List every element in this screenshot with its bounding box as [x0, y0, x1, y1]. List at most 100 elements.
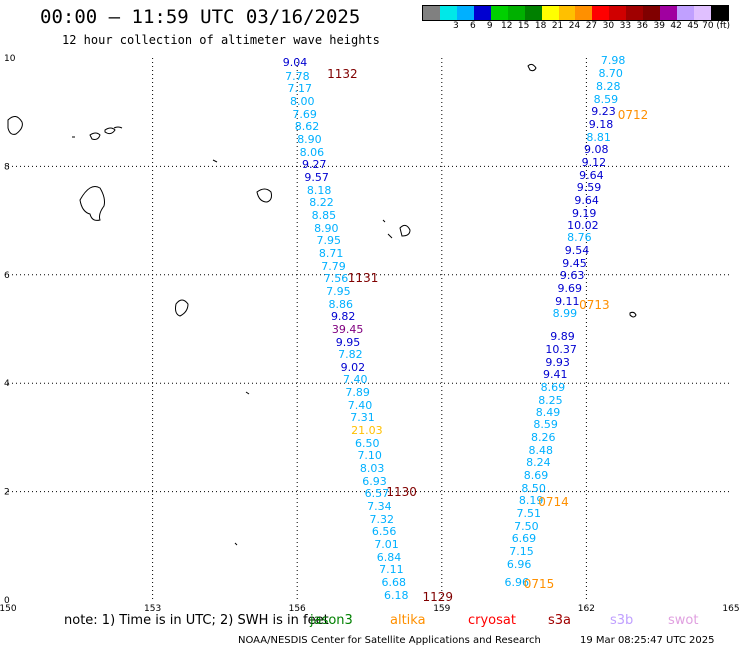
y-tick-label: 6 — [4, 271, 10, 281]
page-title: 00:00 – 11:59 UTC 03/16/2025 — [40, 6, 361, 28]
wave-height-value: 8.22 — [309, 196, 334, 210]
color-legend-label: 30 — [602, 21, 615, 31]
wave-height-value: 8.28 — [596, 79, 621, 93]
color-swatch — [456, 6, 474, 20]
wave-height-value: 9.18 — [588, 117, 614, 131]
wave-height-value: 8.86 — [328, 297, 354, 311]
island-shape — [399, 224, 411, 237]
wave-height-value: 9.11 — [555, 294, 580, 308]
color-legend-label: 15 — [517, 21, 530, 31]
footer-credit: NOAA/NESDIS Center for Satellite Applica… — [238, 635, 541, 646]
island-shape — [175, 299, 189, 317]
wave-height-value: 9.63 — [559, 269, 585, 283]
wave-height-value: 8.03 — [359, 461, 385, 475]
island-shape — [527, 63, 537, 72]
wave-height-value: 8.00 — [289, 95, 315, 109]
color-swatch — [541, 6, 559, 20]
wave-height-value: 7.69 — [292, 107, 317, 121]
wave-height-value: 9.64 — [579, 168, 604, 182]
color-swatch — [490, 6, 508, 20]
pass-time-label: 1129 — [422, 590, 454, 605]
color-swatch — [626, 6, 644, 20]
wave-height-value: 8.69 — [540, 380, 566, 394]
wave-height-value: 8.90 — [314, 221, 339, 235]
island-shape — [89, 132, 101, 140]
wave-height-value: 6.96 — [506, 557, 532, 571]
wave-height-value: 9.12 — [581, 155, 607, 169]
island-shape — [629, 311, 637, 318]
color-legend-bar — [422, 5, 729, 21]
wave-height-value: 9.93 — [545, 355, 570, 369]
color-legend-labels: 3 6 9 12 15 18 21 24 27 30 33 36 39 42 45 70 (ft) — [422, 21, 730, 33]
x-tick-label: 156 — [289, 604, 306, 614]
satellite-legend-item: swot — [668, 613, 699, 628]
wave-height-value: 7.17 — [287, 82, 313, 96]
y-tick-label: 0 — [4, 596, 10, 606]
color-legend-label: 18 — [534, 21, 547, 31]
wave-height-value: 10.02 — [567, 219, 599, 233]
wave-height-value: 6.84 — [376, 550, 402, 564]
color-legend-label: 45 — [687, 21, 699, 31]
wave-height-value: 8.85 — [311, 209, 337, 223]
wave-height-value: 8.70 — [598, 67, 623, 81]
color-legend-label: 9 — [486, 21, 493, 31]
wave-height-value: 8.62 — [294, 120, 320, 134]
y-tick-label: 10 — [4, 54, 16, 64]
wave-height-value: 8.06 — [299, 145, 325, 159]
x-tick-label: 153 — [144, 604, 161, 614]
color-swatch — [660, 6, 678, 20]
wave-height-value: 9.41 — [543, 368, 568, 382]
wave-height-value: 7.98 — [600, 53, 626, 67]
satellite-legend-item: cryosat — [468, 613, 516, 628]
wave-height-value: 9.08 — [583, 143, 609, 157]
color-legend-label: 12 — [500, 21, 513, 31]
wave-height-value: 39.45 — [331, 323, 364, 337]
wave-height-value: 9.02 — [340, 361, 366, 375]
y-tick-label: 2 — [4, 488, 10, 498]
wave-height-value: 9.04 — [282, 56, 308, 70]
wave-height-value: 6.56 — [371, 525, 397, 539]
wave-height-value: 6.57 — [364, 487, 390, 501]
wave-height-value: 7.32 — [369, 512, 395, 526]
wave-height-value: 7.51 — [516, 507, 542, 521]
x-tick-label: 150 — [0, 604, 17, 614]
color-swatch — [439, 6, 457, 20]
wave-height-value: 8.50 — [521, 481, 546, 495]
wave-height-value: 9.19 — [571, 206, 597, 220]
wave-height-value: 9.82 — [330, 310, 356, 324]
wave-height-value: 10.37 — [545, 342, 577, 356]
x-tick-label: 162 — [578, 604, 595, 614]
wave-height-value: 8.69 — [523, 469, 549, 483]
wave-height-value: 7.79 — [321, 259, 346, 273]
wave-height-value: 8.49 — [535, 406, 561, 419]
wave-height-value: 8.19 — [518, 494, 544, 508]
wave-height-value: 8.59 — [593, 92, 619, 106]
pass-time-label: 1130 — [386, 484, 417, 499]
wave-height-value: 9.59 — [576, 181, 602, 195]
wave-height-value: 7.11 — [379, 563, 404, 577]
wave-height-value: 7.78 — [285, 69, 310, 83]
x-tick-label: 165 — [722, 604, 739, 614]
color-swatch — [575, 6, 593, 20]
wave-height-value: 8.18 — [306, 183, 332, 197]
wave-height-value: 8.26 — [530, 431, 556, 445]
satellite-legend-item: altika — [390, 613, 426, 628]
pass-time-label: 0715 — [523, 576, 555, 591]
wave-height-value: 7.40 — [342, 373, 368, 387]
wave-height-value: 8.76 — [567, 231, 592, 245]
map-note: note: 1) Time is in UTC; 2) SWH is in fe… — [64, 613, 329, 628]
wave-height-value: 7.82 — [338, 348, 363, 362]
color-swatch — [592, 6, 610, 20]
page-subtitle: 12 hour collection of altimeter wave hei… — [62, 33, 380, 47]
island-shape — [79, 186, 105, 221]
wave-height-value: 7.01 — [374, 537, 399, 551]
wave-height-value: 9.23 — [591, 105, 616, 119]
color-swatch — [507, 6, 525, 20]
island-shape — [113, 126, 123, 129]
color-legend-label: 42 — [670, 21, 682, 31]
pass-time-label: 0713 — [579, 297, 610, 312]
wave-height-value: 8.25 — [538, 393, 563, 407]
wave-height-value: 9.95 — [335, 335, 361, 349]
wave-height-value: 7.10 — [357, 449, 382, 463]
wave-height-value: 8.59 — [533, 418, 558, 432]
